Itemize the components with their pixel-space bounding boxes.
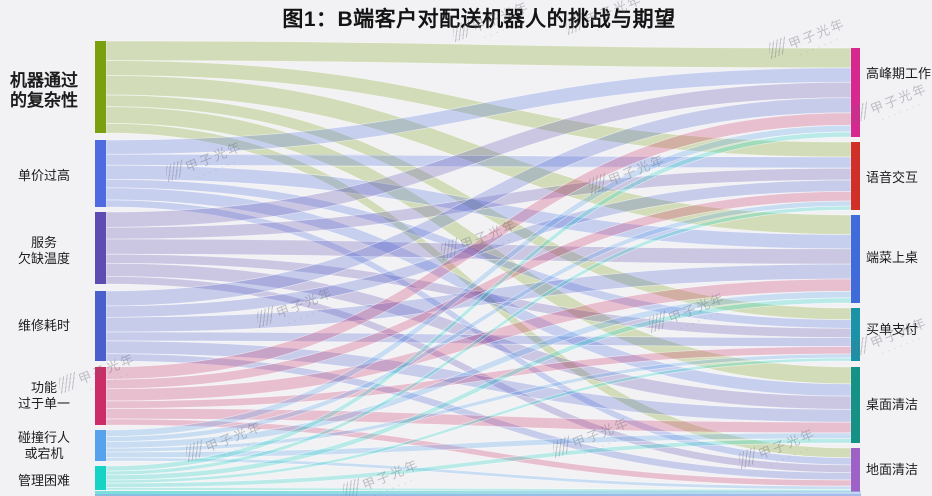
sankey-node-right-1 (851, 142, 860, 210)
sankey-node-left-5 (95, 430, 106, 461)
sankey-node-right-2 (851, 215, 860, 303)
node-label-right-3: 买单支付 (866, 321, 919, 337)
node-label-right-5: 地面清洁 (866, 461, 919, 477)
node-label-left-6: 管理困难 (17, 472, 70, 488)
sankey-node-right-5 (851, 448, 860, 492)
sankey-node-left-3 (95, 291, 106, 361)
bottom-flow-strip (95, 491, 861, 496)
node-label-left-2: 服务 欠缺温度 (17, 234, 70, 266)
node-label-right-1: 语音交互 (866, 169, 919, 185)
sankey-node-left-2 (95, 212, 106, 284)
sankey-node-left-1 (95, 140, 106, 207)
sankey-node-left-0 (95, 41, 106, 133)
node-label-left-1: 单价过高 (17, 167, 70, 183)
node-label-right-2: 端菜上桌 (866, 249, 919, 265)
sankey-node-left-4 (95, 367, 106, 425)
sankey-node-right-3 (851, 308, 860, 361)
node-label-right-0: 高峰期工作 (866, 65, 932, 81)
node-label-left-0: 机器通过 的复杂性 (10, 70, 78, 110)
figure-title: 图1：B端客户对配送机器人的挑战与期望 (282, 8, 676, 31)
node-label-right-4: 桌面清洁 (866, 396, 919, 412)
node-label-left-5: 碰撞行人 或宕机 (17, 429, 70, 461)
node-label-left-4: 功能 过于单一 (17, 379, 70, 411)
sankey-node-right-0 (851, 48, 860, 137)
node-label-left-3: 维修耗时 (17, 317, 70, 333)
sankey-node-left-6 (95, 466, 106, 490)
sankey-node-right-4 (851, 367, 860, 443)
